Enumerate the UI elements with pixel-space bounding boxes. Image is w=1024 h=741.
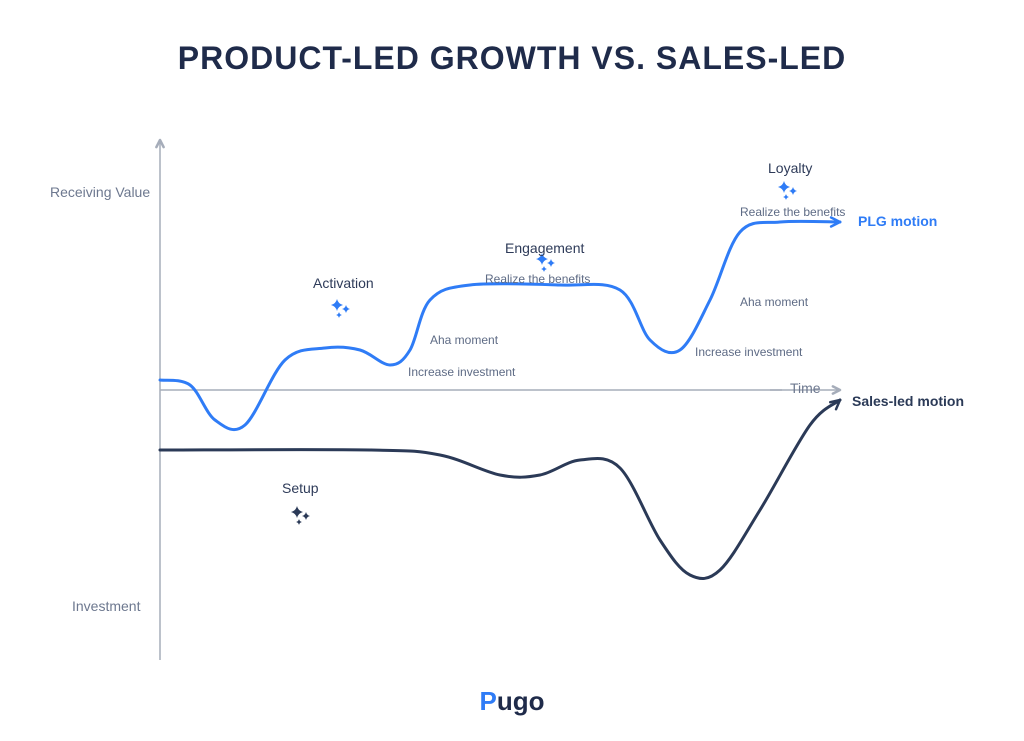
annotation-4: Aha moment [740, 295, 808, 309]
y-axis-label-bottom: Investment [72, 598, 140, 614]
phase-label-loyalty: Loyalty [768, 160, 812, 176]
annotation-2: Realize the benefits [485, 272, 590, 286]
brand-logo-prefix: P [480, 686, 497, 716]
plg-line-label: PLG motion [858, 213, 937, 229]
brand-logo: Pugo [0, 686, 1024, 717]
annotation-0: Increase investment [408, 365, 515, 379]
phase-label-activation: Activation [313, 275, 374, 291]
phase-label-engagement: Engagement [505, 240, 584, 256]
annotation-1: Aha moment [430, 333, 498, 347]
sales-line-label: Sales-led motion [852, 393, 964, 409]
y-axis-label-top: Receiving Value [50, 184, 150, 200]
infographic-container: PRODUCT-LED GROWTH VS. SALES-LED Receivi… [0, 0, 1024, 741]
x-axis-label: Time [790, 380, 821, 396]
brand-logo-suffix: ugo [497, 686, 545, 716]
annotation-3: Increase investment [695, 345, 802, 359]
annotation-5: Realize the benefits [740, 205, 845, 219]
phase-label-setup: Setup [282, 480, 319, 496]
